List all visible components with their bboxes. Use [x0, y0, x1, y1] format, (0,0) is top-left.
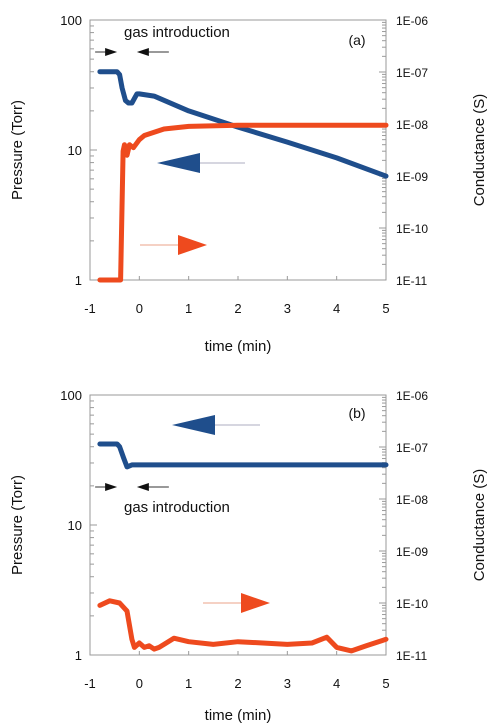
panel-label: (a) [348, 32, 365, 48]
x-tick-label: 0 [136, 676, 143, 691]
pressure-series-line [97, 441, 389, 470]
y-right-axis-label: Conductance (S) [471, 94, 488, 207]
x-tick-label: 2 [234, 676, 241, 691]
y-right-tick-label: 1E-06 [396, 14, 428, 28]
y-right-tick-label: 1E-10 [396, 597, 428, 611]
y-right-tick-label: 1E-11 [396, 649, 427, 663]
chart-panel-b: -1 0 1 2 3 4 5 1 10 100 1E-11 1E-10 1E-09 1E-08 1E-07 1… [9, 388, 488, 724]
x-tick-label: 4 [333, 676, 340, 691]
pressure-series-line [97, 69, 389, 179]
conductance-axis-arrow-icon [241, 593, 270, 613]
y-right-tick-label: 1E-06 [396, 389, 428, 403]
chart-panel-a: -1 0 1 2 3 4 5 1 10 100 1E-11 1E-10 1E-09 1E-08 1E-07 1… [9, 13, 488, 355]
y-left-tick-label: 1 [75, 273, 82, 288]
y-left-tick-label: 1 [75, 648, 82, 663]
annotation-arrow-right-icon [136, 48, 149, 56]
y-right-tick-label: 1E-08 [396, 493, 428, 507]
y-right-tick-label: 1E-09 [396, 545, 428, 559]
x-tick-label: 2 [234, 301, 241, 316]
x-tick-label: 3 [284, 301, 291, 316]
panel-label: (b) [348, 405, 365, 421]
y-right-tick-label: 1E-08 [396, 118, 428, 132]
conductance-axis-arrow-icon [178, 235, 207, 255]
plot-frame [89, 394, 387, 656]
annotation-text: gas introduction [124, 499, 230, 516]
x-tick-label: 5 [382, 301, 389, 316]
y-left-tick-label: 10 [68, 518, 82, 533]
x-tick-label: -1 [84, 676, 96, 691]
x-tick-label: 0 [136, 301, 143, 316]
x-tick-label: 5 [382, 676, 389, 691]
annotation-arrow-left-icon [105, 483, 118, 491]
y-right-tick-label: 1E-09 [396, 170, 428, 184]
y-right-axis-label: Conductance (S) [471, 469, 488, 582]
y-left-tick-label: 10 [68, 143, 82, 158]
plot-frame [89, 19, 387, 281]
pressure-axis-arrow-icon [172, 415, 215, 435]
y-right-tick-label: 1E-11 [396, 274, 427, 288]
y-right-tick-label: 1E-07 [396, 441, 428, 455]
y-left-axis-label: Pressure (Torr) [9, 100, 26, 200]
annotation-arrow-left-icon [105, 48, 118, 56]
y-right-tick-label: 1E-07 [396, 66, 428, 80]
y-left-tick-label: 100 [60, 13, 82, 28]
x-tick-label: 4 [333, 301, 340, 316]
x-tick-label: -1 [84, 301, 96, 316]
conductance-series-line [97, 122, 389, 283]
pressure-axis-arrow-icon [157, 153, 200, 173]
annotation-text: gas introduction [124, 24, 230, 41]
x-tick-label: 1 [185, 301, 192, 316]
x-tick-label: 3 [284, 676, 291, 691]
y-right-tick-label: 1E-10 [396, 222, 428, 236]
conductance-series-line [97, 598, 389, 654]
y-left-axis-label: Pressure (Torr) [9, 475, 26, 575]
x-tick-label: 1 [185, 676, 192, 691]
annotation-arrow-right-icon [136, 483, 149, 491]
x-axis-label: time (min) [205, 707, 272, 724]
x-axis-label: time (min) [205, 338, 272, 355]
y-left-tick-label: 100 [60, 388, 82, 403]
